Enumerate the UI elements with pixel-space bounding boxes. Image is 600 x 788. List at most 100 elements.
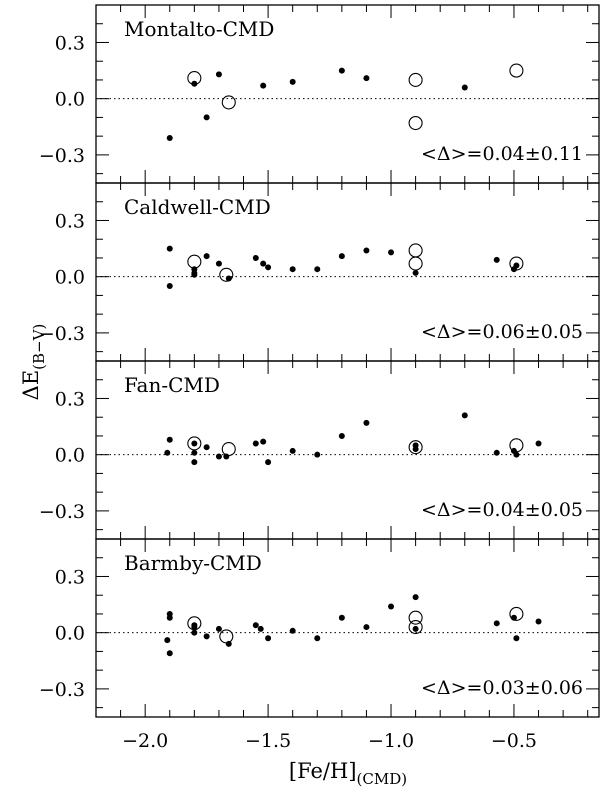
filled-dot-point	[461, 84, 468, 91]
filled-dot-point	[191, 449, 198, 456]
filled-dot-point	[252, 440, 259, 447]
filled-dot-point	[412, 269, 419, 276]
x-tick-label: −2.0	[122, 730, 168, 752]
filled-dot-point	[265, 459, 272, 466]
filled-dot-point	[203, 444, 210, 451]
y-tick-label: −0.3	[39, 501, 85, 523]
panel-1: 0.3 0.0 −0.3 Montalto-CMD <Δ>=0.04±0.11	[39, 4, 600, 184]
open-circle-point	[187, 436, 202, 451]
open-circle-point	[408, 256, 423, 271]
filled-dot-point	[493, 256, 500, 263]
y-tick-label: 0.0	[55, 267, 85, 289]
x-axis-title: [Fe/H](CMD)	[289, 759, 407, 788]
x-tick-label: −0.5	[491, 730, 537, 752]
filled-dot-point	[215, 625, 222, 632]
panel-3: 0.3 0.0 −0.3 Fan-CMD <Δ>=0.04±0.05	[39, 360, 600, 540]
filled-dot-point	[289, 78, 296, 85]
filled-dot-point	[257, 625, 264, 632]
filled-dot-point	[260, 438, 267, 445]
filled-dot-point	[191, 271, 198, 278]
open-circle-point	[187, 71, 202, 86]
filled-dot-point	[203, 114, 210, 121]
y-tick-label: 0.3	[55, 388, 85, 410]
open-circle-point	[509, 438, 524, 453]
filled-dot-point	[513, 451, 520, 458]
filled-dot-point	[260, 82, 267, 89]
y-tick-label: 0.0	[55, 89, 85, 111]
filled-dot-point	[166, 245, 173, 252]
filled-dot-point	[289, 447, 296, 454]
y-tick-label: −0.3	[39, 679, 85, 701]
x-tick-label: −1.5	[245, 730, 291, 752]
y-tick-label: −0.3	[39, 323, 85, 345]
panel-4: 0.3 0.0 −0.3 −2.0 −1.5 −1.0 −0.5 Barmby-CMD <Δ>=…	[39, 538, 600, 752]
y-tick-label: 0.0	[55, 445, 85, 467]
open-circle-point	[408, 243, 423, 258]
panel-title: Barmby-CMD	[124, 551, 262, 575]
y-axis-title-main: ΔE	[19, 370, 43, 401]
y-tick-label: 0.3	[55, 210, 85, 232]
filled-dot-point	[191, 440, 198, 447]
filled-dot-point	[252, 622, 259, 629]
filled-dot-point	[203, 633, 210, 640]
open-circle-point	[509, 256, 524, 271]
filled-dot-point	[191, 80, 198, 87]
filled-dot-point	[191, 459, 198, 466]
open-circle-point	[221, 442, 236, 457]
filled-dot-point	[363, 247, 370, 254]
mean-offset-annotation: <Δ>=0.06±0.05	[421, 321, 583, 343]
filled-dot-point	[363, 419, 370, 426]
filled-dot-point	[493, 449, 500, 456]
filled-dot-point	[166, 650, 173, 657]
panel-frame	[95, 538, 600, 718]
filled-dot-point	[314, 266, 321, 273]
open-circle-point	[408, 620, 423, 635]
open-circle-point	[408, 610, 423, 625]
filled-dot-point	[338, 253, 345, 260]
filled-dot-point	[388, 249, 395, 256]
filled-dot-point	[338, 67, 345, 74]
filled-dot-point	[215, 453, 222, 460]
mean-offset-annotation: <Δ>=0.04±0.05	[421, 499, 583, 521]
filled-dot-point	[215, 71, 222, 78]
open-circle-point	[509, 606, 524, 621]
filled-dot-point	[388, 603, 395, 610]
x-tick-label: −1.0	[368, 730, 414, 752]
y-axis-title-sub: (B−V)	[30, 324, 48, 370]
filled-dot-point	[223, 453, 230, 460]
open-circle-point	[219, 267, 234, 282]
filled-dot-point	[252, 254, 259, 261]
filled-dot-point	[191, 629, 198, 636]
open-circle-point	[509, 63, 524, 78]
filled-dot-point	[203, 253, 210, 260]
filled-dot-point	[535, 440, 542, 447]
open-circle-point	[408, 115, 423, 131]
filled-dot-point	[338, 614, 345, 621]
y-tick-label: −0.3	[39, 145, 85, 167]
filled-dot-point	[166, 614, 173, 621]
filled-dot-point	[314, 635, 321, 642]
panel-title: Montalto-CMD	[124, 17, 274, 41]
filled-dot-point	[535, 618, 542, 625]
filled-dot-point	[260, 260, 267, 267]
panel-title: Fan-CMD	[124, 373, 220, 397]
filled-dot-point	[265, 264, 272, 271]
filled-dot-point	[225, 640, 232, 647]
y-axis-title: ΔE(B−V)	[19, 324, 48, 401]
filled-dot-point	[412, 446, 419, 453]
filled-dot-point	[191, 624, 198, 631]
x-axis-title-main: [Fe/H]	[289, 759, 357, 783]
filled-dot-point	[363, 75, 370, 82]
mean-offset-annotation: <Δ>=0.04±0.11	[421, 143, 583, 165]
filled-dot-point	[265, 635, 272, 642]
filled-dot-point	[289, 266, 296, 273]
panels: 0.30.0−0.3Montalto-CMD<Δ>=0.04±0.110.30.…	[39, 4, 600, 752]
x-axis-title-sub: (CMD)	[357, 770, 408, 788]
open-circle-point	[221, 95, 236, 110]
filled-dot-point	[164, 637, 171, 644]
y-tick-label: 0.0	[55, 623, 85, 645]
open-circle-point	[187, 616, 202, 631]
mean-offset-annotation: <Δ>=0.03±0.06	[421, 677, 583, 699]
y-tick-label: 0.3	[55, 566, 85, 588]
filled-dot-point	[412, 625, 419, 632]
